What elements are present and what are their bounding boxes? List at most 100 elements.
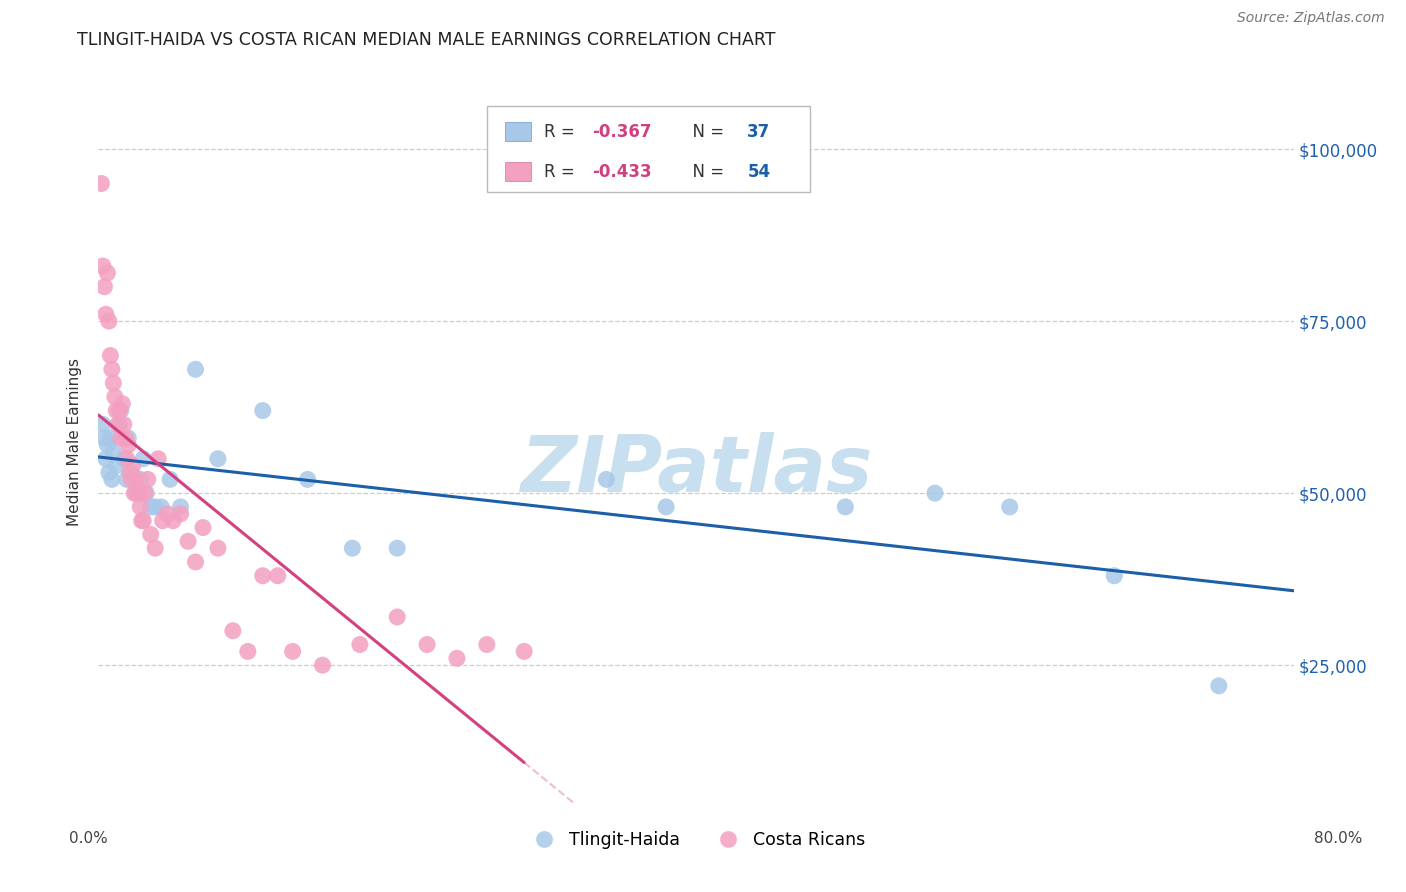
Point — [103, 376, 125, 390]
Point — [91, 417, 114, 432]
Point — [94, 451, 117, 466]
Point — [93, 431, 115, 445]
Point — [97, 466, 120, 480]
Point — [121, 458, 143, 473]
Point — [143, 541, 166, 556]
Text: 0.0%: 0.0% — [69, 831, 108, 846]
Text: R =: R = — [544, 162, 581, 180]
Point — [159, 472, 181, 486]
Point — [107, 417, 129, 432]
Point — [117, 431, 139, 445]
Point — [125, 486, 148, 500]
Point — [475, 638, 498, 652]
Point — [139, 527, 162, 541]
Point — [131, 514, 153, 528]
Point — [416, 638, 439, 652]
Point — [134, 486, 156, 500]
Text: 54: 54 — [748, 162, 770, 180]
Point — [267, 568, 290, 582]
Point — [924, 486, 946, 500]
Point — [132, 514, 155, 528]
Point — [129, 472, 152, 486]
Point — [124, 486, 146, 500]
Point — [98, 431, 122, 445]
Point — [112, 417, 135, 432]
FancyBboxPatch shape — [505, 162, 531, 181]
Point — [162, 514, 184, 528]
Point — [112, 451, 135, 466]
Point — [150, 500, 173, 514]
Point — [129, 500, 152, 514]
Point — [252, 403, 274, 417]
Point — [105, 403, 128, 417]
Point — [595, 472, 617, 486]
Point — [93, 279, 115, 293]
Point — [342, 541, 364, 556]
Point — [97, 314, 120, 328]
Y-axis label: Median Male Earnings: Median Male Earnings — [67, 358, 83, 525]
Point — [252, 568, 274, 582]
Point — [143, 500, 166, 514]
Point — [96, 266, 118, 280]
Point — [94, 307, 117, 321]
Point — [110, 403, 132, 417]
Point — [117, 438, 139, 452]
Point — [103, 445, 125, 459]
Point — [96, 438, 118, 452]
Point — [349, 638, 371, 652]
Point — [184, 362, 207, 376]
Point — [281, 644, 304, 658]
Point — [169, 500, 191, 514]
Text: -0.367: -0.367 — [592, 123, 651, 141]
Point — [834, 500, 856, 514]
Point — [91, 259, 114, 273]
Point — [101, 472, 124, 486]
Text: -0.433: -0.433 — [592, 162, 651, 180]
Point — [655, 500, 678, 514]
Point — [191, 520, 214, 534]
Point — [120, 466, 142, 480]
Point — [385, 610, 409, 624]
Point — [385, 541, 409, 556]
Text: ZIPatlas: ZIPatlas — [520, 433, 872, 508]
Text: N =: N = — [682, 162, 728, 180]
Legend: Tlingit-Haida, Costa Ricans: Tlingit-Haida, Costa Ricans — [520, 823, 872, 855]
Point — [135, 486, 157, 500]
Point — [156, 507, 179, 521]
Point — [108, 417, 131, 432]
Point — [207, 451, 229, 466]
Text: TLINGIT-HAIDA VS COSTA RICAN MEDIAN MALE EARNINGS CORRELATION CHART: TLINGIT-HAIDA VS COSTA RICAN MEDIAN MALE… — [77, 31, 776, 49]
Point — [118, 466, 141, 480]
Point — [184, 555, 207, 569]
Point — [115, 451, 138, 466]
Text: N =: N = — [682, 123, 728, 141]
Point — [297, 472, 319, 486]
Text: R =: R = — [544, 123, 581, 141]
Point — [222, 624, 245, 638]
Point — [111, 397, 134, 411]
Point — [115, 472, 138, 486]
Point — [120, 472, 142, 486]
Point — [139, 500, 162, 514]
Point — [110, 431, 132, 445]
Point — [152, 514, 174, 528]
Point — [105, 458, 128, 473]
Point — [236, 644, 259, 658]
Point — [513, 644, 536, 658]
Text: 80.0%: 80.0% — [1315, 831, 1362, 846]
Point — [148, 451, 170, 466]
Text: 37: 37 — [748, 123, 770, 141]
Point — [127, 486, 149, 500]
Point — [90, 177, 112, 191]
Point — [108, 403, 131, 417]
Point — [101, 362, 124, 376]
Point — [104, 390, 127, 404]
Point — [207, 541, 229, 556]
Point — [1104, 568, 1126, 582]
Point — [998, 500, 1021, 514]
Text: Source: ZipAtlas.com: Source: ZipAtlas.com — [1237, 12, 1385, 25]
Point — [311, 658, 333, 673]
Point — [136, 472, 159, 486]
Point — [98, 349, 122, 363]
Point — [446, 651, 468, 665]
